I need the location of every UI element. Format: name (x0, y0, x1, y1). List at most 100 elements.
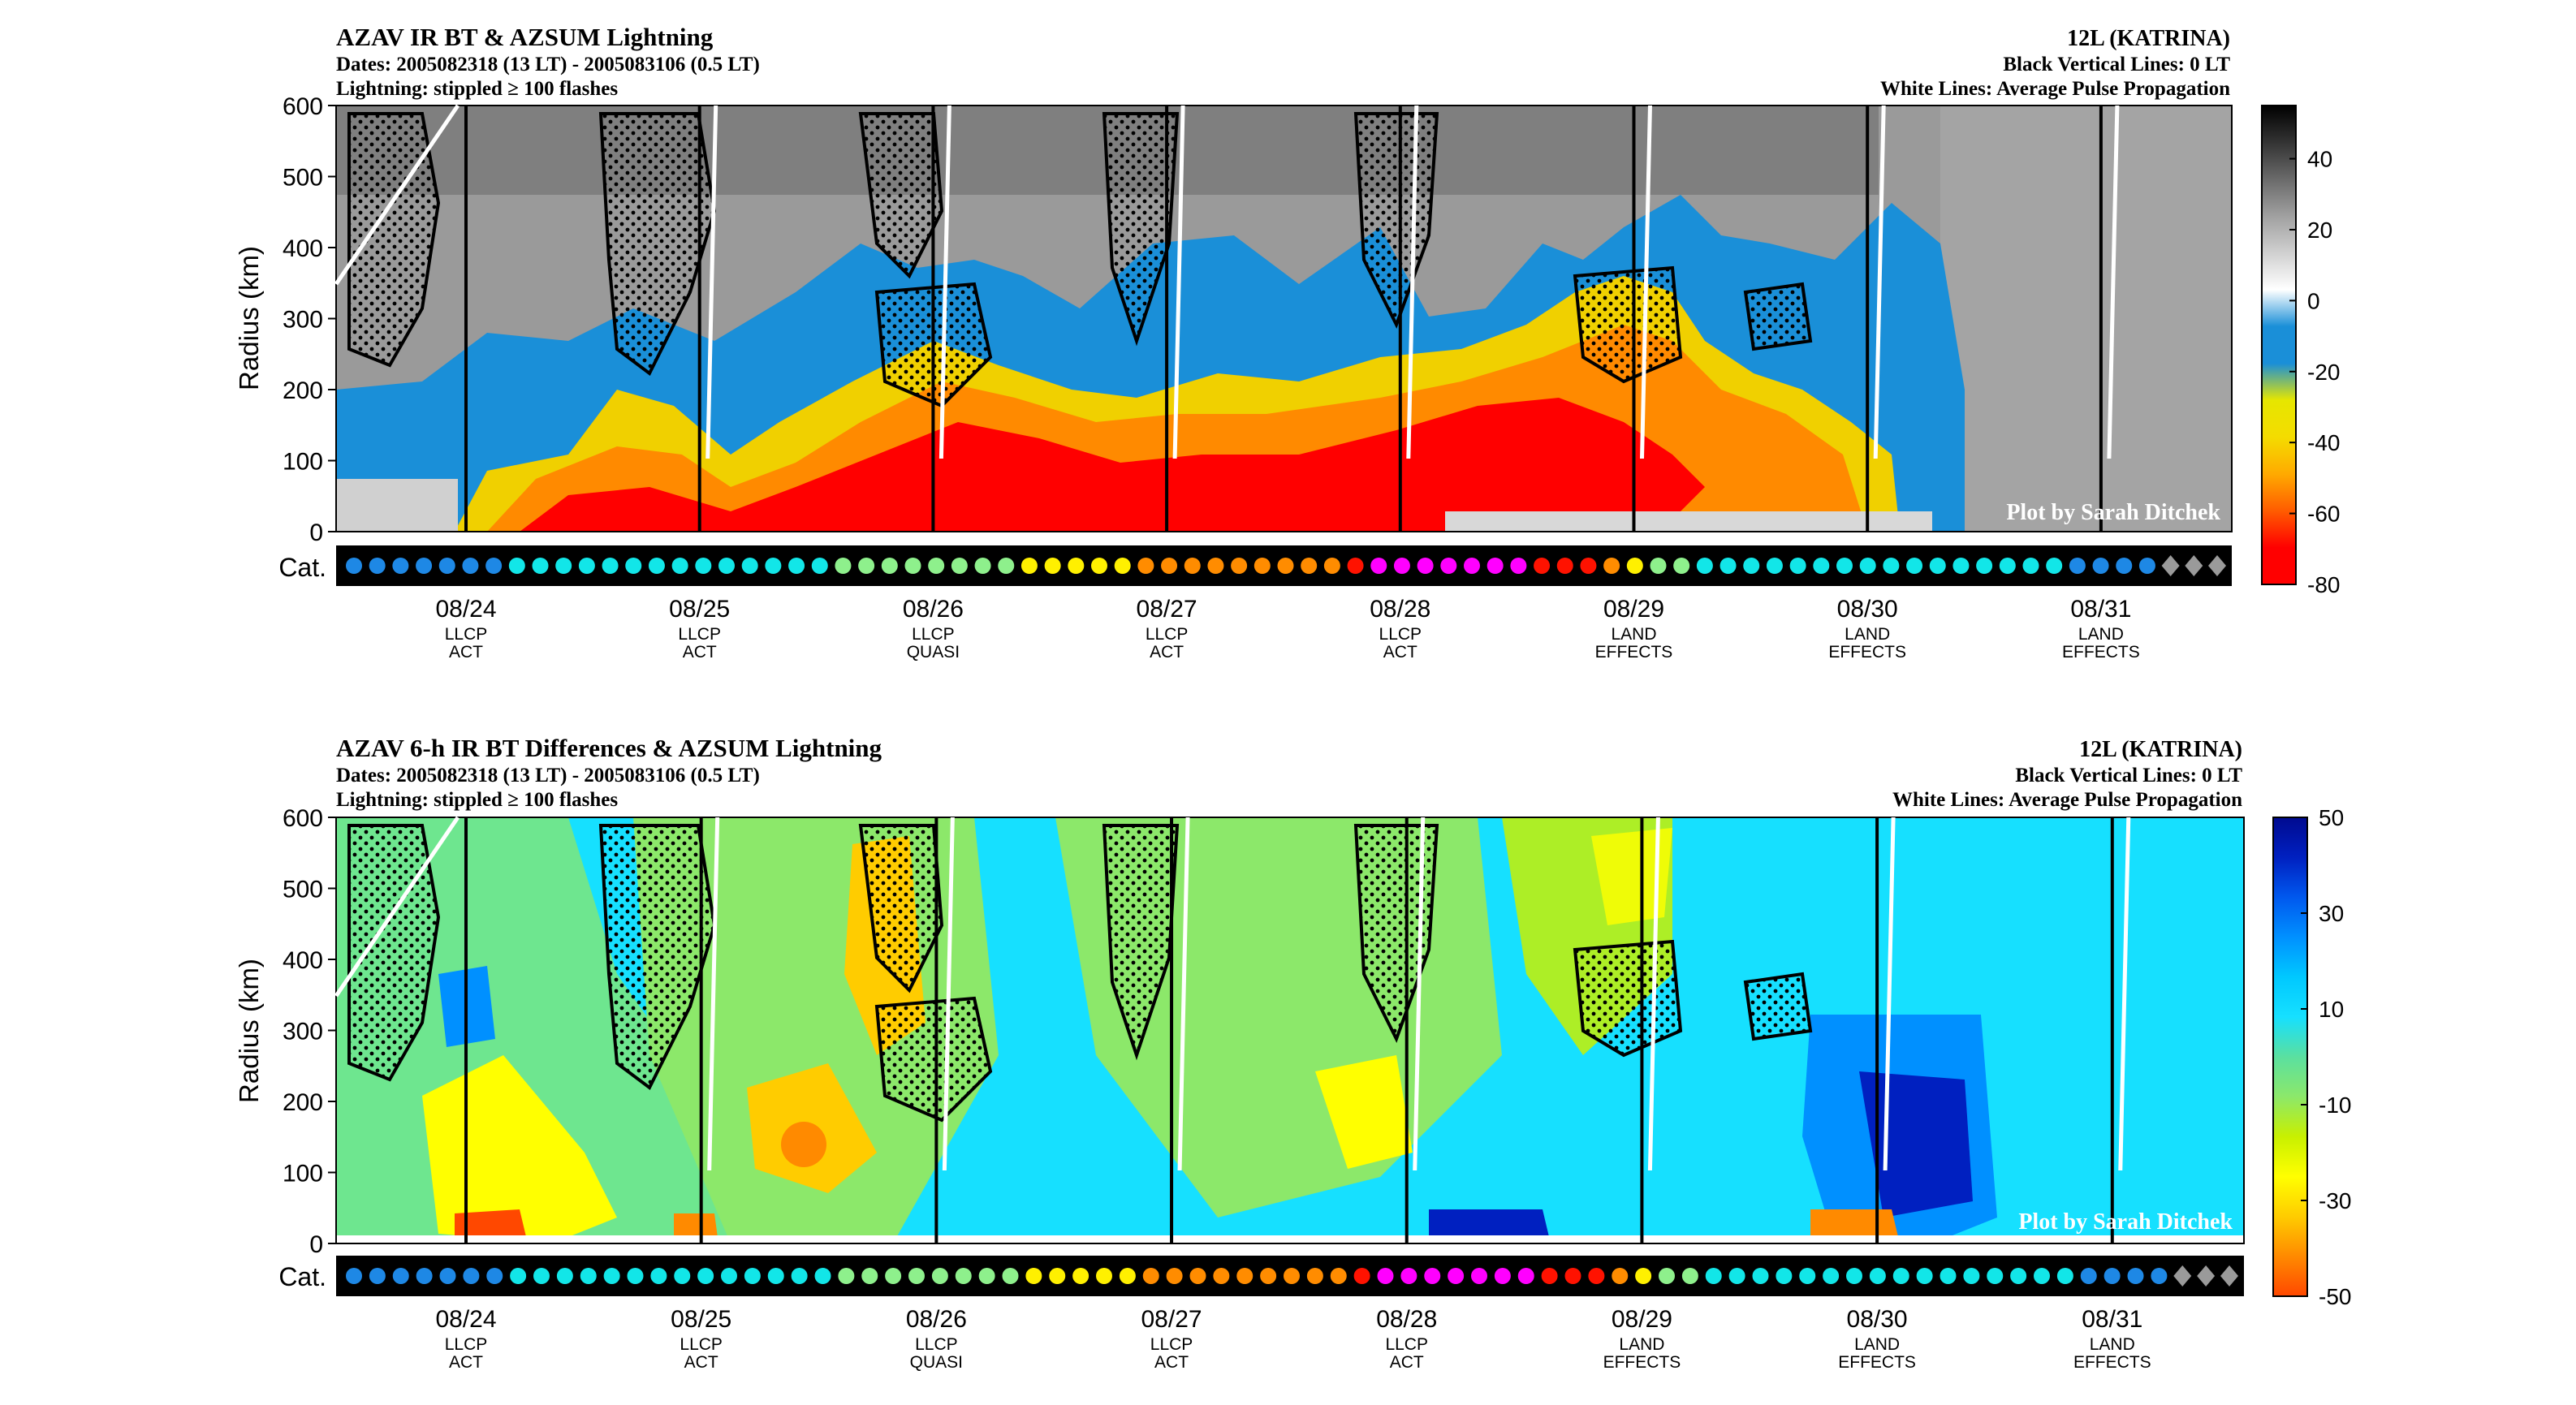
cat-marker (1541, 1268, 1558, 1284)
cat-marker (1728, 1268, 1745, 1284)
cat-marker (1142, 1268, 1159, 1284)
x-date-label: 08/24 (435, 1306, 496, 1333)
pulse-line (1406, 105, 1419, 459)
colorbar-tick-label: -60 (2307, 502, 2340, 527)
pulse-line (707, 817, 720, 1171)
x-date-label: 08/27 (1141, 1306, 1202, 1333)
cat-marker (1448, 1268, 1465, 1284)
pulse-line (1172, 105, 1185, 459)
cat-marker (648, 558, 665, 574)
x-regime-label-2: EFFECTS (2062, 643, 2140, 662)
x-regime-label-1: LLCP (1146, 625, 1189, 644)
cat-marker (1091, 558, 1107, 574)
cat-marker (1869, 1268, 1886, 1284)
cat-marker (697, 1268, 714, 1284)
pulse-line (705, 105, 718, 459)
cat-marker (369, 558, 386, 574)
cat-marker (1020, 558, 1038, 574)
top-0lt-lines (464, 106, 2103, 532)
pulse-line (1647, 817, 1660, 1171)
cat-marker (998, 558, 1015, 574)
y-tick-label: 0 (309, 1231, 323, 1258)
cat-marker (974, 558, 991, 574)
x-regime-label-2: ACT (1154, 1353, 1189, 1372)
cat-marker (1440, 558, 1457, 574)
cat-marker (486, 1268, 503, 1284)
bottom-heatmap: Plot by Sarah Ditchek (334, 816, 2245, 1244)
cat-marker (1323, 558, 1340, 574)
y-tick-label: 500 (283, 877, 323, 903)
bottom-chart-dates: Dates: 2005082318 (13 LT) - 2005083106 (… (336, 765, 760, 787)
x-date-label: 08/27 (1137, 596, 1197, 623)
cat-marker (1400, 1268, 1417, 1284)
cat-marker (462, 558, 479, 574)
bottom-storm-name: 12L (KATRINA) (2079, 737, 2242, 762)
top-pulse-lines (334, 104, 2120, 459)
cat-marker (1464, 558, 1480, 574)
cat-marker (1510, 558, 1527, 574)
x-date-label: 08/25 (671, 1306, 731, 1333)
bottom-category-markers (346, 1265, 2238, 1286)
cat-marker (2185, 555, 2203, 576)
cat-marker (1681, 1268, 1698, 1284)
cat-marker (1659, 1268, 1675, 1284)
x-regime-label-1: LLCP (445, 625, 488, 644)
cat-marker (904, 558, 921, 574)
cat-marker (1976, 558, 1993, 574)
cat-marker (627, 1268, 644, 1284)
pulse-line (334, 104, 460, 286)
cat-marker (1184, 558, 1201, 574)
top-y-axis-label: Radius (km) (234, 246, 264, 390)
bottom-0lt-lines (464, 817, 2114, 1243)
cat-marker (1213, 1268, 1230, 1284)
x-regime-label-1: LLCP (445, 1335, 488, 1354)
y-tick-label: 600 (283, 93, 323, 120)
cat-marker (625, 558, 642, 574)
bottom-pulse-lines (334, 816, 2131, 1171)
bottom-colorbar (2272, 817, 2308, 1297)
pulse-line (334, 816, 460, 998)
y-tick-label: 400 (283, 947, 323, 974)
cat-marker (931, 1268, 948, 1284)
top-colorbar-ticks: 40 20 0 -20 -40 -60 -80 (2289, 147, 2340, 597)
cat-marker (392, 1268, 409, 1284)
x-regime-label-2: EFFECTS (1828, 643, 1906, 662)
cat-marker (674, 1268, 691, 1284)
cat-marker (1635, 1268, 1652, 1284)
bottom-credit: Plot by Sarah Ditchek (2018, 1209, 2233, 1235)
cat-marker (1823, 1268, 1840, 1284)
cat-marker (1277, 558, 1294, 574)
top-cat-label: Cat. (278, 553, 326, 582)
cat-marker (485, 558, 503, 574)
cat-marker (858, 558, 875, 574)
cat-marker (1377, 1268, 1394, 1284)
cat-marker (2220, 1265, 2238, 1286)
bottom-cat-label: Cat. (278, 1262, 326, 1291)
bottom-black-lines-note: Black Vertical Lines: 0 LT (2015, 765, 2242, 787)
cat-marker (603, 1268, 620, 1284)
cat-marker (1486, 558, 1504, 574)
cat-marker (2080, 1268, 2097, 1284)
cat-marker (1952, 558, 1970, 574)
top-y-axis: 0 100 200 300 400 500 600 (283, 93, 336, 546)
cat-marker (1836, 558, 1853, 574)
cat-marker (721, 1268, 737, 1284)
x-regime-label-1: LAND (1854, 1335, 1900, 1354)
cat-marker (838, 1268, 855, 1284)
top-storm-name: 12L (KATRINA) (2067, 26, 2230, 51)
y-tick-label: 600 (283, 805, 323, 832)
top-heatmap: Plot by Sarah Ditchek (334, 104, 2233, 532)
x-regime-label-1: LLCP (1385, 1335, 1428, 1354)
pulse-line (938, 105, 951, 459)
x-regime-label-1: LLCP (680, 1335, 723, 1354)
x-regime-label-2: QUASI (910, 1353, 963, 1372)
y-tick-label: 200 (283, 377, 323, 404)
colorbar-tick-label: 50 (2319, 805, 2344, 830)
cat-marker (1049, 1268, 1066, 1284)
x-regime-label-2: EFFECTS (2073, 1353, 2151, 1372)
cat-marker (1068, 558, 1085, 574)
top-chart-dates: Dates: 2005082318 (13 LT) - 2005083106 (… (336, 54, 760, 75)
cat-marker (580, 1268, 597, 1284)
cat-marker (811, 558, 828, 574)
cat-marker (744, 1268, 761, 1284)
